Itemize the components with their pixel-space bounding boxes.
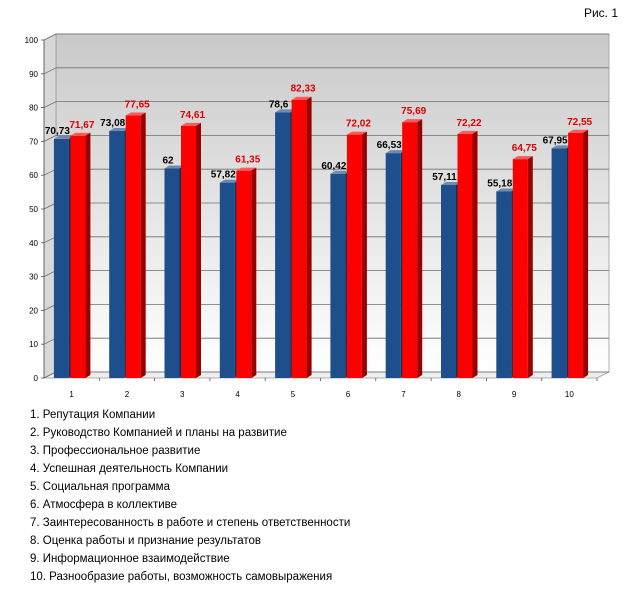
bar-series-2	[457, 130, 478, 378]
data-label-series-2: 72,02	[346, 119, 371, 130]
x-tick-label: 9	[512, 390, 517, 399]
data-label-series-1: 55,18	[487, 178, 512, 189]
x-tick-label: 6	[346, 390, 351, 399]
data-label-series-1: 78,6	[269, 99, 289, 110]
x-tick-label: 8	[457, 390, 462, 399]
data-label-series-2: 64,75	[512, 143, 537, 154]
data-label-series-2: 71,67	[69, 120, 94, 131]
data-label-series-2: 77,65	[125, 100, 150, 111]
x-tick-label: 3	[180, 390, 185, 399]
data-label-series-1: 67,95	[543, 135, 568, 146]
category-legend: 1. Репутация Компании 2. Руководство Комп…	[30, 406, 350, 586]
legend-item: 7. Заинтересованность в работе и степень…	[30, 517, 351, 529]
bar-chart: 010203040506070809010070,7371,67173,0877…	[25, 33, 610, 399]
bar-series-2	[402, 119, 423, 379]
y-tick-label: 10	[29, 340, 38, 349]
legend-item: 2. Руководство Компанией и планы на разв…	[30, 427, 287, 439]
bar-series-2	[346, 131, 367, 378]
data-label-series-1: 57,11	[432, 172, 457, 183]
data-label-series-1: 73,08	[100, 118, 125, 129]
data-label-series-1: 57,82	[211, 170, 236, 181]
data-label-series-1: 60,42	[321, 161, 346, 172]
data-label-series-2: 75,69	[401, 106, 426, 117]
y-tick-label: 0	[34, 374, 39, 383]
x-tick-label: 2	[125, 390, 130, 399]
y-tick-label: 40	[29, 239, 38, 248]
x-tick-label: 1	[69, 390, 74, 399]
bar-series-2	[70, 132, 91, 378]
legend-item: 6. Атмосфера в коллективе	[30, 499, 178, 511]
data-label-series-2: 74,61	[180, 110, 205, 121]
y-tick-label: 90	[29, 70, 38, 79]
bar-series-2	[181, 122, 201, 378]
legend-item: 3. Профессиональное развитие	[30, 445, 201, 457]
y-tick-label: 80	[29, 104, 38, 113]
gridline-side	[43, 101, 57, 108]
x-tick-label: 5	[291, 390, 296, 399]
gridline-side	[43, 67, 57, 75]
x-tick-label: 7	[401, 390, 406, 399]
bar-series-2	[291, 96, 312, 378]
legend-item: 9. Информационное взаимодействие	[30, 553, 230, 565]
legend-item: 10. Разнообразие работы, возможность сам…	[30, 571, 333, 583]
bar-series-2	[125, 112, 146, 378]
y-tick-label: 60	[29, 171, 38, 180]
bar-series-2	[236, 167, 257, 378]
gridline-side	[43, 135, 57, 142]
legend-item: 8. Оценка работы и признание результатов	[30, 535, 262, 547]
data-label-series-2: 72,55	[567, 117, 592, 128]
data-label-series-1: 70,73	[45, 126, 70, 137]
data-label-series-1: 62	[162, 155, 174, 166]
y-tick-label: 50	[29, 205, 38, 214]
data-label-series-2: 82,33	[291, 84, 316, 95]
x-tick-label: 4	[235, 390, 240, 399]
legend-item: 4. Успешная деятельность Компании	[30, 463, 229, 475]
y-tick-label: 70	[29, 137, 38, 146]
legend-item: 5. Социальная программа	[30, 481, 170, 493]
x-tick-label: 10	[565, 390, 574, 399]
y-tick-label: 100	[25, 36, 39, 45]
figure-label: Рис. 1	[583, 6, 618, 20]
data-label-series-2: 61,35	[235, 155, 260, 166]
legend-item: 1. Репутация Компании	[30, 409, 156, 421]
data-label-series-1: 66,53	[377, 140, 402, 151]
data-label-series-2: 72,22	[456, 118, 481, 129]
bar-series-2	[512, 156, 533, 378]
y-tick-label: 30	[29, 273, 38, 282]
gridline-side	[43, 33, 57, 41]
bar-series-2	[568, 129, 589, 378]
y-tick-label: 20	[29, 306, 38, 315]
